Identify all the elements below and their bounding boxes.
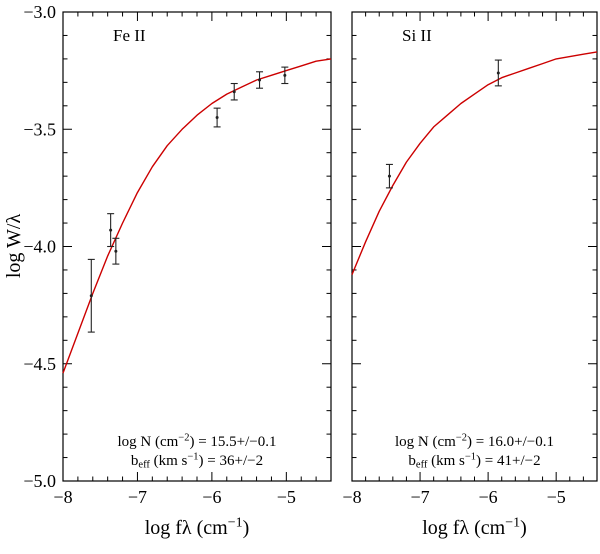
y-tick-label: −3.5 xyxy=(23,119,56,139)
x-axis-title: log fλ (cm−1) xyxy=(422,515,527,539)
fit-annotation-beff: beff (km s−1) = 36+/−2 xyxy=(131,451,263,470)
x-tick-label: −5 xyxy=(277,487,296,507)
data-point-marker xyxy=(387,174,391,178)
x-tick-label: −5 xyxy=(547,487,566,507)
data-point-marker xyxy=(496,71,500,75)
panel-border xyxy=(351,11,598,482)
panel-border xyxy=(62,11,332,482)
data-point-marker xyxy=(258,78,262,82)
y-tick-label: −5.0 xyxy=(23,471,56,491)
y-tick-label: −3.0 xyxy=(23,2,56,22)
panel-si-ii: −8 −7 −6 −5 Si II log N (cm−2) = 16.0+/−0.1be… xyxy=(342,11,598,539)
data-point-error-bar xyxy=(385,163,393,189)
data-point-error-bar xyxy=(281,66,289,85)
panel-label: Fe II xyxy=(113,26,146,45)
panel-label: Si II xyxy=(402,26,432,45)
data-point-error-bar xyxy=(87,258,95,333)
panel-fe-ii: −8 −7 −6 −5 −5.0 −4.5 −4.0 −3.5 −3.0 Fe II log N (… xyxy=(23,2,332,539)
fit-annotation-logN: log N (cm−2) = 16.0+/−0.1 xyxy=(395,432,554,450)
x-tick-label: −6 xyxy=(202,487,221,507)
data-point-error-bar xyxy=(107,213,115,248)
data-point-marker xyxy=(114,249,118,253)
fit-curve xyxy=(351,51,598,275)
data-point-marker xyxy=(109,228,113,232)
data-point-marker xyxy=(283,73,287,77)
y-tick-label: −4.0 xyxy=(23,237,56,257)
y-axis-title: log W/λ xyxy=(3,214,25,279)
fit-annotation-logN: log N (cm−2) = 15.5+/−0.1 xyxy=(117,432,276,450)
y-tick-label: −4.5 xyxy=(23,354,56,374)
x-tick-label: −8 xyxy=(342,487,361,507)
data-point-error-bar xyxy=(494,59,502,87)
fit-curve xyxy=(62,58,332,374)
data-point-error-bar xyxy=(112,237,120,265)
data-point-error-bar xyxy=(256,71,264,89)
data-point-marker xyxy=(215,116,219,120)
data-point-marker xyxy=(89,294,93,298)
data-point-error-bar xyxy=(230,82,238,101)
x-tick-label: −8 xyxy=(53,487,72,507)
data-point-error-bar xyxy=(213,107,221,128)
x-tick-label: −6 xyxy=(479,487,498,507)
x-tick-label: −7 xyxy=(410,487,429,507)
x-tick-label: −7 xyxy=(128,487,147,507)
fit-annotation-beff: beff (km s−1) = 41+/−2 xyxy=(408,451,540,470)
data-point-marker xyxy=(232,90,236,94)
x-axis-title: log fλ (cm−1) xyxy=(145,515,250,539)
